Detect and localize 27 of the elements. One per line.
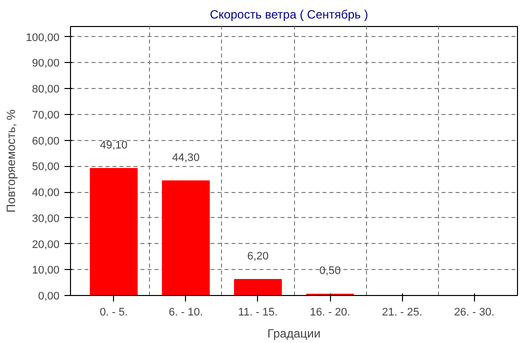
y-tick-label: 10,00	[32, 264, 60, 277]
data-label: 49,10	[100, 140, 128, 152]
x-axis-title: Градации	[267, 326, 321, 340]
y-tick-label: 20,00	[32, 238, 60, 251]
y-tick-label: 80,00	[32, 84, 60, 96]
bar	[162, 180, 210, 296]
y-axis-title: Повторяемость, %	[4, 109, 18, 213]
y-tick-label: 40,00	[32, 187, 60, 200]
data-label: 44,30	[172, 152, 200, 164]
bar	[234, 278, 282, 296]
x-tick-label: 26. - 30.	[454, 306, 494, 318]
y-tick-label: 0,00	[38, 290, 60, 302]
y-tick-label: 70,00	[32, 109, 60, 122]
x-tick-label: 0. - 5.	[100, 306, 128, 318]
x-tick-label: 16. - 20.	[310, 306, 350, 318]
chart-title: Скорость ветра ( Сентябрь )	[210, 8, 368, 22]
x-tick-label: 6. - 10.	[168, 306, 203, 318]
bar	[90, 168, 138, 296]
y-tick-label: 90,00	[32, 58, 60, 70]
x-tick-label: 11. - 15.	[238, 306, 278, 318]
y-tick-label: 30,00	[32, 212, 60, 225]
data-label: 6,20	[247, 250, 269, 262]
x-tick-label: 21. - 25.	[382, 306, 422, 318]
y-tick-label: 50,00	[32, 161, 60, 174]
y-tick-label: 60,00	[32, 135, 60, 148]
y-tick-label: 100,00	[26, 32, 60, 44]
data-label: 0,50	[319, 265, 341, 278]
